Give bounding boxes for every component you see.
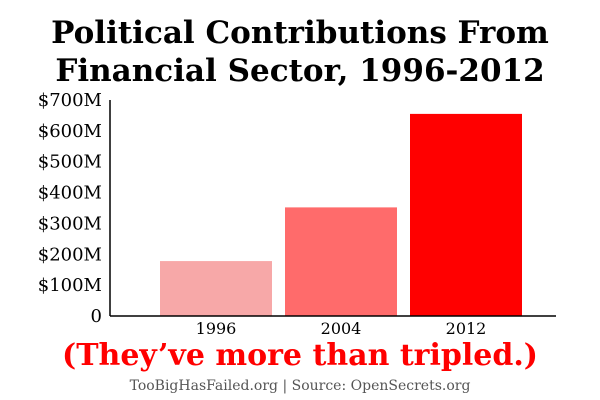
y-tick-label: $100M [38,275,102,296]
source-text: Source: OpenSecrets.org [291,378,471,394]
chart-title-line-2: Financial Sector, 1996-2012 [55,53,545,89]
x-tick-label: 2004 [321,319,362,338]
y-tick-label: $400M [38,183,102,204]
credit-text: TooBigHasFailed.org [129,378,278,394]
x-tick-label: 1996 [196,319,237,338]
y-tick-label: $200M [38,244,102,265]
chart-annotation: (They’ve more than tripled.) [62,338,538,373]
bar-2012 [410,113,522,316]
separator-text: | [282,378,288,394]
y-axis-ticks: 0 $100M $200M $300M $400M $500M $600M $700M [38,90,102,327]
x-axis-labels: 1996 2004 2012 [196,319,487,338]
y-tick-label: $300M [38,213,102,234]
chart-title-line-1: Political Contributions From [51,15,549,51]
y-tick-label: $700M [38,90,102,111]
bar-2004 [285,207,397,316]
source-line: TooBigHasFailed.org | Source: OpenSecret… [0,378,600,394]
y-tick-label: $600M [38,121,102,142]
chart-title: Political Contributions From Financial S… [0,14,600,90]
y-tick-label: $500M [38,152,102,173]
x-tick-label: 2012 [446,319,487,338]
bar-1996 [160,261,272,316]
y-tick-label: 0 [91,306,102,327]
bars [160,113,522,316]
